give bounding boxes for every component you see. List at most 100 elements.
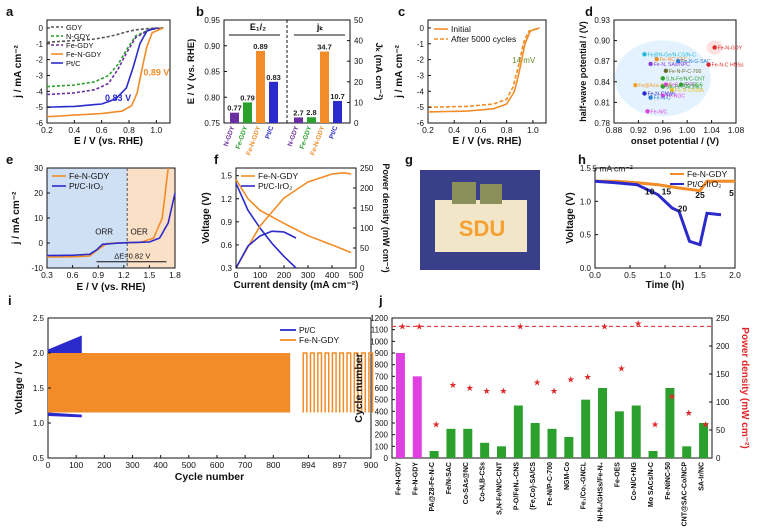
panel-b-group-label: E₁/₂ xyxy=(250,22,266,32)
panel-i-legend-label: Fe-N-GDY xyxy=(299,335,339,345)
panel-c-legend-label: After 5000 cycles xyxy=(451,34,516,44)
panel-a-y-tick-label: -6 xyxy=(36,119,44,128)
panel-i-x-tick-label: 600 xyxy=(210,460,224,470)
panel-j-category-label: NGM-Co xyxy=(564,462,571,490)
panel-j-y-tick-label: 500 xyxy=(375,396,389,405)
panel-j-y2-tick-label: 50 xyxy=(716,426,725,435)
panel-d-x-tick-label: 0.96 xyxy=(655,125,672,135)
panel-c-ylabel: j / mA cm⁻² xyxy=(394,44,405,98)
panel-b-bar-label: 10.7 xyxy=(330,92,345,101)
panel-b-y-tick-label: 0.80 xyxy=(204,93,220,102)
panel-j-y-tick-label: 200 xyxy=(375,431,389,440)
panel-j-bar xyxy=(598,388,608,458)
panel-e-annotation: OER xyxy=(130,227,148,236)
panel-d-point xyxy=(660,93,665,98)
panel-b-group-label: jₖ xyxy=(316,22,324,32)
panel-j-star: ★ xyxy=(567,375,575,385)
panel-e-xlabel: E / V (vs. RHE) xyxy=(77,282,146,293)
panel-letter-c: c xyxy=(398,4,405,19)
panel-f-series xyxy=(235,183,297,269)
panel-d-axes xyxy=(613,19,737,124)
panel-f-x-tick-label: 500 xyxy=(349,270,363,280)
panel-j-star: ★ xyxy=(651,419,659,429)
panel-a-y-tick-label: -2 xyxy=(36,56,44,65)
panel-j-bar xyxy=(446,428,456,458)
panel-a-axes xyxy=(46,19,171,124)
panel-d-point-label: Fe-N-C HNSs xyxy=(712,63,744,69)
panel-f-legend-label: Fe-N-GDY xyxy=(258,171,298,181)
panel-c-xlabel: E / V (vs. RHE) xyxy=(453,136,522,147)
panel-f-y-tick-label: 1.2 xyxy=(221,195,233,204)
panel-j-bar xyxy=(665,388,675,458)
panel-d-point-label: S,N-Fe/N/C-CNT xyxy=(666,76,706,82)
panel-i-y-tick-label: 1.5 xyxy=(33,384,45,393)
panel-d-point-label: Fe-N-GDY xyxy=(718,45,743,51)
panel-d-point-label: Fe-N-G-SAC xyxy=(681,59,711,65)
panel-e-annotation: ORR xyxy=(95,227,113,236)
panel-d-y-tick-label: 0.93 xyxy=(594,16,610,25)
panel-c-y-tick-label: -5 xyxy=(417,103,425,112)
panel-a-x-tick-label: 0.2 xyxy=(41,125,53,135)
panel-j-star: ★ xyxy=(685,408,693,418)
panel-j-category-label: Mo SACs/N-C xyxy=(648,462,655,507)
panel-a-legend-label: N-GDY xyxy=(66,32,90,41)
panel-a-y-tick-label: -3 xyxy=(36,71,44,80)
panel-h-legend-label: Fe-N-GDY xyxy=(687,169,727,179)
panel-f-xlabel: Current density (mA cm⁻²) xyxy=(234,280,359,291)
panel-e-y-tick-label: 0 xyxy=(39,239,44,248)
panel-f-y-tick-label: 0.3 xyxy=(221,264,233,273)
panel-b-y2label: Jₖ (mA cm⁻²) xyxy=(373,43,384,101)
panel-d-point xyxy=(706,62,711,67)
panel-b-y-tick-label: 0.90 xyxy=(204,42,220,51)
panel-h-x-tick-label: 0.0 xyxy=(589,270,601,280)
panel-a-legend-label: GDY xyxy=(66,23,82,32)
panel-b-bar-label: 2.8 xyxy=(306,108,316,117)
panel-j-bar xyxy=(463,428,473,458)
panel-d-point xyxy=(648,61,653,67)
panel-c-x-tick-label: 0.8 xyxy=(501,125,513,135)
panel-d-xlabel: onset potential / (V) xyxy=(631,136,719,147)
panel-letter-d: d xyxy=(585,4,593,19)
panel-c-annotation: 14 mV xyxy=(512,56,536,65)
panel-d-x-tick-label: 0.88 xyxy=(606,125,623,135)
panel-j-y-tick-label: 1000 xyxy=(370,337,388,346)
panel-j-bar xyxy=(412,376,422,458)
panel-i-zoom-cycles xyxy=(302,352,374,413)
panel-j-bar xyxy=(648,451,658,458)
panel-e-series xyxy=(46,192,176,257)
panel-f-ylabel: Voltage (V) xyxy=(201,192,212,243)
panel-f-y-tick-label: 1.5 xyxy=(221,172,233,181)
panel-d-point-label: Fe-N, SAs/NPC xyxy=(654,62,691,68)
panel-j-y-tick-label: 0 xyxy=(384,454,389,463)
panel-j-bar xyxy=(395,353,405,458)
panel-j-star: ★ xyxy=(533,377,541,387)
panel-d-y-tick-label: 0.87 xyxy=(594,57,610,66)
panel-d-point xyxy=(645,109,650,114)
panel-j-category-label: P-O/FeN₄-CNS xyxy=(513,462,520,510)
panel-f-series xyxy=(235,179,352,254)
panel-j-category-label: Fe/N-SAC xyxy=(446,462,453,494)
panel-d-point xyxy=(660,76,665,81)
panel-d-point xyxy=(663,68,669,74)
panel-j-category-label: Fe-NiNC-50 xyxy=(665,462,672,500)
panel-d-point xyxy=(642,91,647,96)
panel-f-y-tick-label: 0.6 xyxy=(221,241,233,250)
panel-e-y-tick-label: 30 xyxy=(34,164,43,173)
panel-i-x-tick-label: 897 xyxy=(333,460,347,470)
panel-j-star: ★ xyxy=(634,319,642,329)
panel-i-x-tick-label: 500 xyxy=(182,460,196,470)
panel-f-y2-tick-label: 100 xyxy=(360,224,374,233)
panel-f-y2-tick-label: 0 xyxy=(360,264,365,273)
panel-h-ylabel: Voltage (V) xyxy=(565,192,576,243)
panel-b-category-label: Pt/C xyxy=(328,125,339,140)
panel-j-y2-tick-label: 100 xyxy=(716,398,730,407)
panel-d-point-label: SA-Fe-SAC/NC xyxy=(666,85,702,91)
panel-e-oer-region xyxy=(127,168,175,268)
panel-e-y-tick-label: 10 xyxy=(34,214,43,223)
panel-j-y2-tick-label: 0 xyxy=(716,454,721,463)
panel-i-x-tick-label: 200 xyxy=(97,460,111,470)
panel-j-star: ★ xyxy=(483,386,491,396)
panel-b-y-tick-label: 0.85 xyxy=(204,68,220,77)
panel-f-series xyxy=(235,230,297,269)
